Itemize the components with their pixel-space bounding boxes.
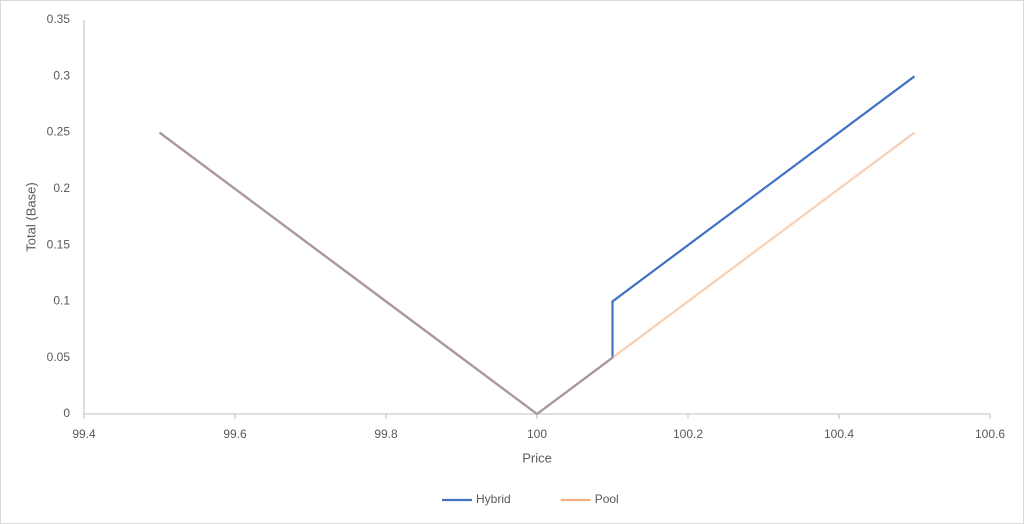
y-tick-label: 0.35 (47, 12, 71, 26)
y-axis-title: Total (Base) (23, 182, 38, 251)
x-tick-label: 99.6 (223, 427, 247, 441)
x-tick-label: 100 (527, 427, 547, 441)
x-tick-label: 100.6 (975, 427, 1005, 441)
x-tick-label: 99.8 (374, 427, 398, 441)
y-tick-label: 0.25 (47, 125, 71, 139)
x-tick-label: 99.4 (72, 427, 96, 441)
y-tick-label: 0 (63, 406, 70, 420)
x-tick-label: 100.2 (673, 427, 703, 441)
legend-label: Pool (595, 492, 619, 506)
y-tick-label: 0.2 (53, 181, 70, 195)
y-tick-label: 0.1 (53, 294, 70, 308)
legend-label: Hybrid (476, 492, 511, 506)
y-tick-label: 0.05 (47, 350, 71, 364)
x-axis-title: Price (522, 450, 552, 465)
y-tick-label: 0.3 (53, 68, 70, 82)
x-tick-label: 100.4 (824, 427, 854, 441)
y-tick-label: 0.15 (47, 237, 71, 251)
series-line (158, 131, 916, 416)
